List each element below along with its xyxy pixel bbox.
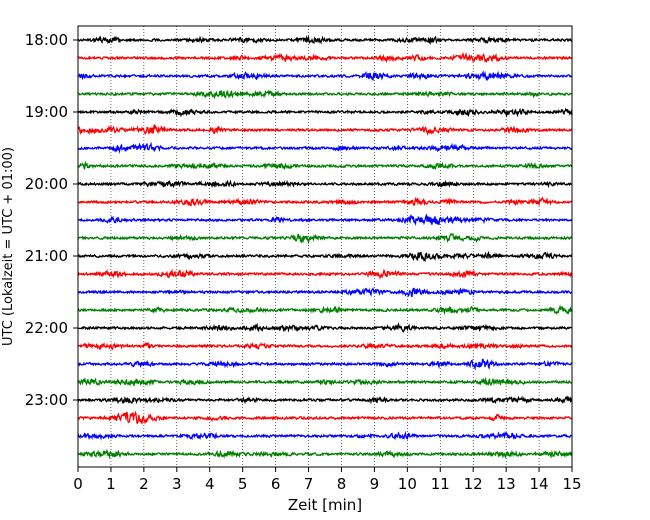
y-tick-label-2100: 21:00: [25, 247, 68, 265]
x-tick-label-2: 2: [139, 475, 149, 493]
plot-frame: [77, 25, 573, 468]
trace-2215: [77, 341, 573, 351]
y-tick-label-2300: 23:00: [25, 391, 68, 409]
trace-2330: [77, 430, 573, 441]
x-tick-label-0: 0: [73, 475, 83, 493]
trace-2245: [77, 376, 573, 387]
trace-1900: [77, 107, 573, 118]
trace-2130: [77, 287, 573, 298]
x-tick-label-12: 12: [464, 475, 483, 493]
trace-1830: [77, 70, 573, 82]
x-axis-label: Zeit [min]: [288, 496, 362, 514]
y-tick-label-2200: 22:00: [25, 319, 68, 337]
trace-2000: [77, 179, 573, 189]
trace-1945: [77, 160, 573, 170]
x-tick-label-15: 15: [562, 475, 581, 493]
trace-1915: [77, 124, 573, 136]
trace-1800: [77, 34, 573, 46]
x-tick-label-10: 10: [398, 475, 417, 493]
trace-1845: [77, 89, 573, 100]
trace-2115: [77, 268, 573, 280]
trace-1815: [77, 51, 573, 64]
trace-2230: [77, 358, 573, 371]
traces: [77, 34, 573, 460]
y-axis-ticks: 18:00 19:00 20:00 21:00 22:00 23:00: [25, 31, 78, 409]
trace-2345: [77, 448, 573, 460]
x-tick-label-1: 1: [106, 475, 116, 493]
trace-1930: [77, 141, 573, 154]
trace-2315: [77, 410, 573, 425]
trace-2200: [77, 322, 573, 333]
y-tick-label-1800: 18:00: [25, 31, 68, 49]
y-axis-label: UTC (Lokalzeit = UTC + 01:00): [1, 147, 16, 346]
x-tick-label-6: 6: [271, 475, 281, 493]
trace-2045: [77, 232, 573, 245]
trace-2300: [77, 395, 573, 405]
trace-2030: [77, 213, 573, 226]
x-tick-label-5: 5: [238, 475, 248, 493]
y-tick-label-1900: 19:00: [25, 103, 68, 121]
x-axis-ticks: 0 1 2 3 4 5 6 7 8 9 10 11 12 13 14 15: [73, 467, 582, 493]
x-tick-label-9: 9: [370, 475, 380, 493]
trace-2145: [77, 304, 573, 316]
x-tick-label-4: 4: [205, 475, 215, 493]
x-tick-label-3: 3: [172, 475, 182, 493]
y-tick-label-2000: 20:00: [25, 175, 68, 193]
x-tick-label-8: 8: [337, 475, 347, 493]
x-tick-label-14: 14: [530, 475, 549, 493]
x-tick-label-7: 7: [304, 475, 314, 493]
trace-2100: [77, 250, 573, 263]
x-tick-label-11: 11: [431, 475, 450, 493]
trace-2015: [77, 196, 573, 207]
x-tick-label-13: 13: [497, 475, 516, 493]
